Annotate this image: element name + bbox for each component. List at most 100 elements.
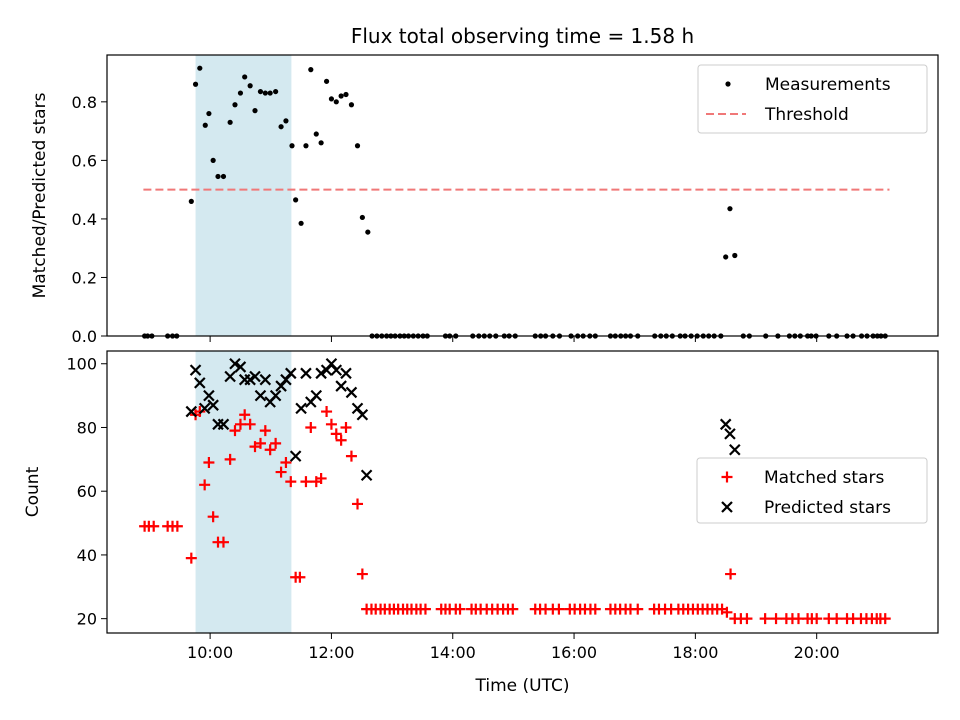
data-point [262,90,268,96]
data-point [264,444,276,456]
data-point [295,402,307,415]
bottom-legend: Matched stars Predicted stars [696,457,928,524]
data-point [270,437,282,449]
chart-title: Flux total observing time = 1.58 h [351,24,694,48]
data-point [199,479,211,491]
data-point [242,74,248,80]
data-point [352,498,364,510]
data-point [727,206,733,212]
data-point [831,613,843,625]
data-point [254,389,267,402]
data-point [741,613,753,625]
data-point [217,418,230,431]
data-point [185,552,197,564]
series-matched-stars [139,406,891,625]
x-tick-label: 12:00 [308,643,354,662]
data-point [333,99,339,105]
data-point [335,434,347,446]
data-point [229,357,241,370]
data-point [723,254,729,260]
data-point [227,119,233,125]
data-point [454,603,466,615]
data-point [269,389,282,402]
data-point [194,377,206,389]
data-point [343,91,349,98]
data-point [325,418,337,430]
data-point [879,613,891,625]
data-point [359,214,365,221]
data-point [278,124,284,130]
data-point [239,409,251,421]
data-point [215,173,221,180]
data-point [294,571,306,583]
data-point [273,88,279,95]
data-point [249,370,261,383]
y-tick-label: 0.4 [72,210,97,229]
data-point [259,425,271,437]
data-point [318,140,324,146]
data-point [254,437,266,449]
data-point [315,367,327,380]
data-point [330,364,343,376]
data-point [234,361,247,373]
data-point [300,476,312,488]
data-point [308,67,314,73]
bottom-panel: 20 40 60 80 100 10:00 12:00 14:00 16:00 18:00 20:0… [23,350,939,696]
data-point [303,143,309,149]
legend-box [696,457,928,524]
data-point [507,603,519,615]
data-point [340,421,352,433]
series-predicted-stars [185,357,741,482]
data-point [229,425,241,437]
data-point [289,450,302,462]
x-tick-label: 18:00 [672,643,718,662]
data-point [206,110,212,117]
y-tick-label: 60 [77,482,97,501]
data-point [732,252,738,259]
legend-label: Threshold [764,105,849,125]
data-point [289,143,295,149]
data-point [348,102,355,108]
data-point [220,173,227,180]
data-point [345,386,358,399]
data-point [198,402,211,415]
data-point [192,81,199,87]
legend-key [725,81,731,87]
data-point [185,405,198,418]
y-tick-label: 40 [77,546,97,565]
data-point [360,469,373,482]
data-point [285,476,297,488]
data-point [330,428,342,440]
x-tick-label: 10:00 [187,643,233,662]
data-point [300,367,312,380]
x-tick-label: 20:00 [794,643,840,662]
data-point [298,220,304,226]
data-point [811,613,823,625]
data-point [725,568,737,580]
x-tick-label: 14:00 [430,643,476,662]
top-panel: 0.0 0.2 0.4 0.6 0.8 Flux total observing tim… [30,24,939,346]
data-point [207,511,219,523]
legend-label: Matched stars [764,468,884,488]
data-point [237,90,244,96]
data-point [356,408,369,421]
data-point [210,157,216,163]
y-tick-label: 20 [77,610,97,629]
legend-label: Predicted stars [764,498,891,518]
data-point [148,520,160,532]
data-point [194,406,206,418]
data-point [721,606,733,618]
data-point [553,603,565,615]
x-tick-label: 16:00 [551,643,597,662]
data-point [280,457,292,469]
bottom-y-axis-label: Count [23,466,43,517]
data-point [252,108,258,114]
data-point [759,613,771,625]
data-point [203,457,215,469]
data-point [189,364,202,376]
data-point [293,197,299,203]
data-point [224,453,236,465]
top-legend: Measurements Threshold [697,64,928,134]
data-point [328,96,335,102]
y-tick-label: 0.8 [72,93,97,112]
